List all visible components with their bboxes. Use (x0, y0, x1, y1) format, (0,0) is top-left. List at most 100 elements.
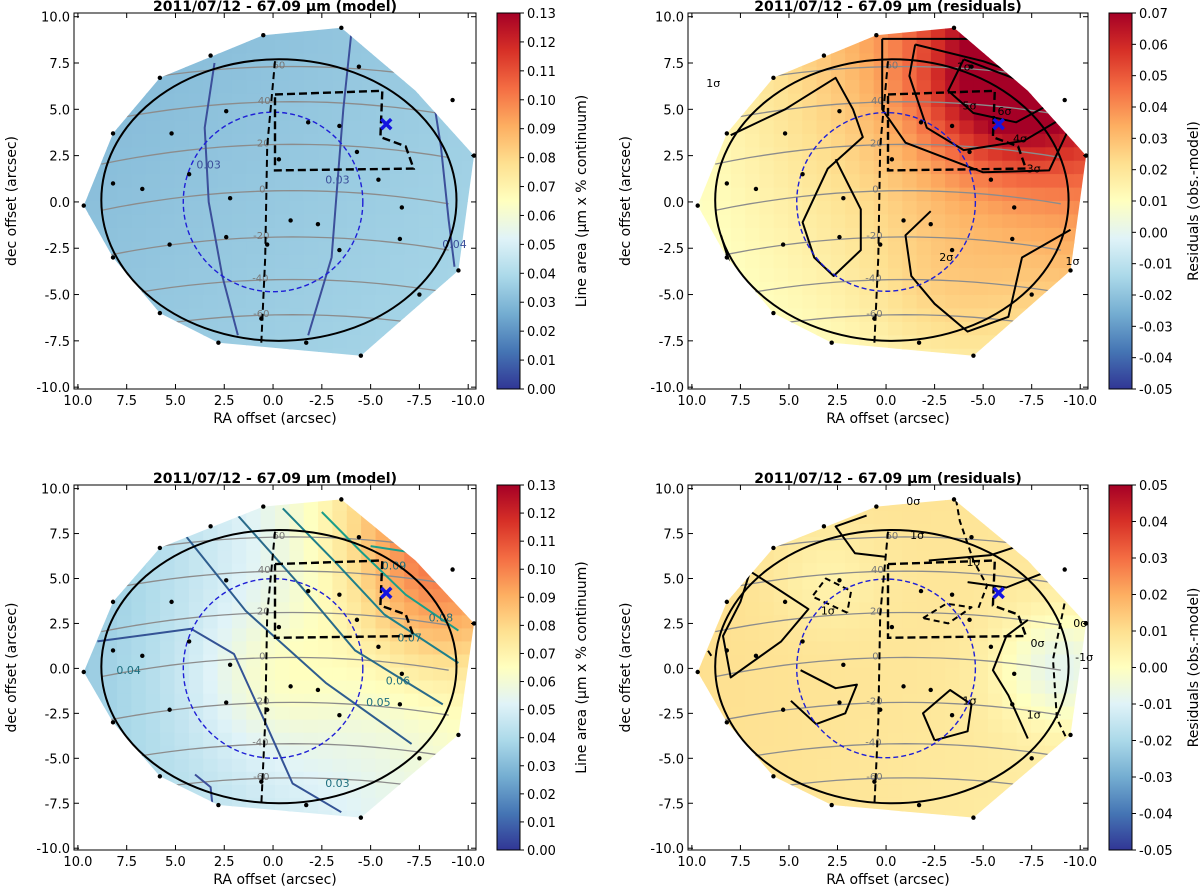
heatmap-cell (389, 174, 406, 189)
heatmap-cell (697, 66, 704, 81)
heatmap-cell (916, 93, 932, 108)
heatmap-cell (461, 335, 475, 350)
heatmap-cell (289, 693, 305, 708)
heatmap-cell (1045, 589, 1061, 604)
y-tick-label: 7.5 (663, 57, 684, 72)
heatmap-cell (745, 295, 761, 310)
heatmap-cell (802, 214, 818, 229)
heatmap-cell (174, 797, 190, 812)
heatmap-cell (1002, 797, 1018, 812)
heatmap-cell (83, 641, 90, 656)
heatmap-cell (246, 321, 262, 337)
heatmap-cell (361, 693, 377, 708)
heatmap-cell (773, 628, 789, 643)
contour-label: 0.03 (325, 173, 350, 186)
heatmap-cell (404, 758, 420, 773)
heatmap-cell (260, 797, 276, 812)
heatmap-cell (217, 268, 233, 283)
heatmap-cell (361, 667, 377, 682)
heatmap-cell (759, 654, 775, 669)
heatmap-cell (289, 107, 305, 122)
heatmap-cell (88, 667, 104, 682)
heatmap-cell (145, 693, 161, 708)
contour-label: 6σ (998, 105, 1012, 118)
heatmap-cell (859, 268, 875, 283)
heatmap-cell (203, 485, 218, 499)
heatmap-cell (930, 27, 946, 41)
heatmap-cell (845, 214, 861, 229)
heatmap-cell (389, 321, 406, 337)
heatmap-cell (802, 499, 818, 512)
heatmap-cell (174, 27, 190, 41)
heatmap-cell (246, 80, 262, 95)
colorbar-tick-label: -0.03 (1139, 771, 1173, 786)
heatmap-cell (88, 706, 104, 721)
heatmap-cell (203, 39, 219, 55)
heatmap-cell (945, 550, 961, 564)
heatmap-cell (117, 39, 133, 55)
sample-point (358, 353, 364, 358)
heatmap-cell (916, 53, 932, 68)
heatmap-cell (730, 214, 746, 229)
heatmap-cell (275, 745, 291, 760)
x-tick-label: -10.0 (451, 855, 485, 870)
heatmap-cell (716, 295, 732, 310)
latitude-label: 0 (259, 185, 265, 196)
heatmap-cell (845, 295, 861, 310)
heatmap-cell (260, 39, 276, 55)
heatmap-cell (131, 771, 147, 786)
heatmap-cell (716, 745, 732, 760)
heatmap-cell (275, 837, 290, 851)
heatmap-cell (88, 680, 104, 695)
heatmap-cell (175, 362, 190, 376)
heatmap-cell (203, 268, 219, 283)
latitude-label: 60 (273, 61, 286, 72)
heatmap-cell (117, 641, 133, 656)
heatmap-cell (83, 268, 90, 283)
heatmap-cell (117, 201, 133, 216)
heatmap-cell (1030, 810, 1046, 818)
heatmap-cell (145, 680, 161, 695)
heatmap-cell (745, 524, 761, 538)
heatmap-cell (697, 268, 704, 283)
heatmap-cell (888, 227, 904, 243)
heatmap-cell (697, 602, 704, 617)
heatmap-cell (697, 654, 704, 669)
heatmap-cell (231, 281, 248, 296)
heatmap-cell (730, 550, 746, 564)
heatmap-cell (945, 214, 961, 229)
heatmap-cell (318, 667, 334, 682)
heatmap-cell (859, 13, 874, 27)
sample-point (988, 644, 994, 650)
heatmap-cell (759, 499, 775, 512)
heatmap-cell (945, 27, 961, 41)
heatmap-cell (697, 641, 704, 656)
heatmap-cell (389, 602, 406, 617)
heatmap-cell (730, 680, 746, 695)
heatmap-cell (759, 693, 775, 708)
heatmap-cell (716, 550, 732, 564)
heatmap-cell (702, 27, 718, 41)
heatmap-cell (959, 680, 975, 695)
heatmap-cell (902, 641, 918, 656)
heatmap-cell (375, 281, 391, 296)
heatmap-cell (361, 654, 377, 669)
heatmap-cell (1045, 628, 1061, 643)
heatmap-cell (830, 628, 846, 643)
heatmap-cell (433, 13, 448, 27)
heatmap-cell (759, 174, 775, 189)
heatmap-cell (103, 362, 118, 376)
heatmap-cell (275, 693, 291, 708)
heatmap-cell (759, 13, 774, 27)
colorbar (1108, 12, 1133, 390)
contour-line (237, 514, 444, 706)
heatmap-cell (945, 376, 960, 390)
scan-box (273, 559, 416, 640)
heatmap-cell (404, 511, 420, 525)
heatmap-cell (432, 53, 449, 68)
colorbar-tick-label: -0.02 (1139, 289, 1173, 304)
heatmap-cell (174, 147, 190, 162)
colorbar-tick-label: 0.00 (1139, 226, 1168, 241)
x-tick-label: -7.5 (407, 394, 432, 409)
